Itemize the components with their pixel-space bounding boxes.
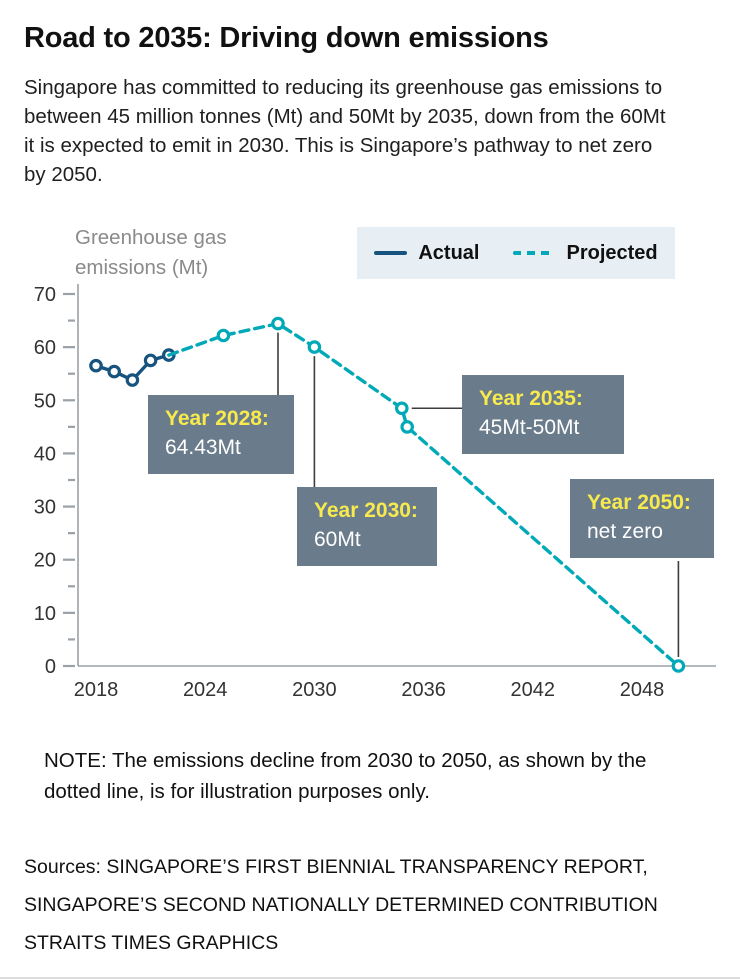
y-tick-label: 70 xyxy=(34,284,56,306)
projected-marker xyxy=(671,659,686,674)
source-line: Sources: SINGAPORE’S FIRST BIENNIAL TRAN… xyxy=(24,855,648,878)
page-title: Road to 2035: Driving down emissions xyxy=(24,22,549,54)
callout-2028-label: Year 2028: xyxy=(165,407,269,431)
legend-label-projected: Projected xyxy=(566,241,658,264)
callout-2030-value: 60Mt xyxy=(314,527,361,551)
legend-item-projected: Projected xyxy=(513,241,658,265)
x-tick-label: 2048 xyxy=(620,679,665,701)
projected-line-swatch-icon xyxy=(513,251,556,256)
y-tick-label: 10 xyxy=(34,603,56,625)
note-text: NOTE: The emissions decline from 2030 to… xyxy=(44,749,647,804)
emissions-chart: Greenhouse gas emissions (Mt) Actual Pro… xyxy=(0,215,740,720)
y-tick-label: 40 xyxy=(34,444,56,466)
x-tick-label: 2030 xyxy=(292,679,337,701)
callout-2030: Year 2030: 60Mt xyxy=(297,487,437,567)
callout-2035: Year 2035: 45Mt-50Mt xyxy=(462,375,624,455)
source-line: STRAITS TIMES GRAPHICS xyxy=(24,931,279,954)
sources-block: Sources: SINGAPORE’S FIRST BIENNIAL TRAN… xyxy=(24,848,716,962)
x-tick-label: 2042 xyxy=(511,679,556,701)
callout-2030-label: Year 2030: xyxy=(314,499,418,523)
actual-marker xyxy=(143,354,158,368)
y-tick-label: 20 xyxy=(34,550,56,572)
y-tick-label: 50 xyxy=(34,391,56,413)
x-tick-label: 2036 xyxy=(401,679,446,701)
projected-marker xyxy=(271,317,285,331)
projected-marker xyxy=(307,340,322,355)
callout-2035-label: Year 2035: xyxy=(479,387,583,411)
y-tick-label: 30 xyxy=(34,497,56,519)
x-tick-label: 2018 xyxy=(74,679,119,701)
projected-marker xyxy=(400,420,414,435)
actual-marker xyxy=(89,359,103,373)
actual-marker xyxy=(107,365,121,379)
legend-label-actual: Actual xyxy=(418,241,480,264)
callout-2050-label: Year 2050: xyxy=(587,491,691,515)
x-tick-label: 2024 xyxy=(183,679,228,701)
chart-legend: Actual Projected xyxy=(357,227,675,280)
intro-text: Singapore has committed to reducing its … xyxy=(24,76,666,187)
legend-item-actual: Actual xyxy=(374,242,479,265)
y-tick-label: 0 xyxy=(45,656,56,678)
y-axis-title: Greenhouse gas emissions (Mt) xyxy=(75,226,227,280)
y-tick-label: 60 xyxy=(34,338,56,360)
callout-2035-value: 45Mt-50Mt xyxy=(479,415,580,439)
callout-2028-value: 64.43Mt xyxy=(165,435,241,459)
callout-2050: Year 2050: net zero xyxy=(570,479,714,559)
actual-marker xyxy=(125,373,140,388)
callout-2050-value: net zero xyxy=(587,519,663,543)
actual-line-swatch-icon xyxy=(374,251,408,256)
projected-marker xyxy=(394,401,409,416)
projected-marker xyxy=(216,329,231,343)
source-line: SINGAPORE’S SECOND NATIONALLY DETERMINED… xyxy=(24,893,658,916)
callout-2028: Year 2028: 64.43Mt xyxy=(148,395,294,475)
